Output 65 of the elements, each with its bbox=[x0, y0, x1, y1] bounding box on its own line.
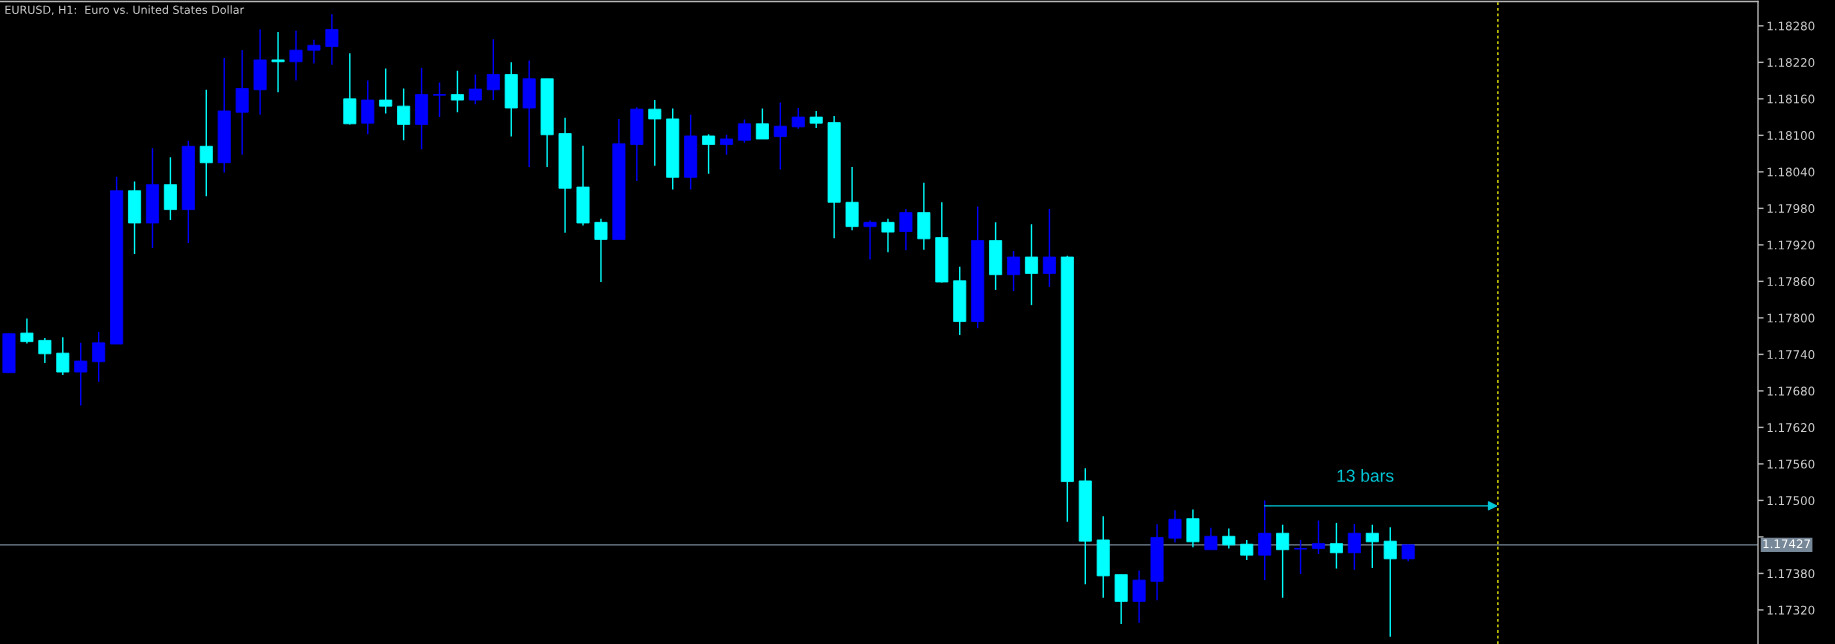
candlestick bbox=[92, 331, 106, 383]
y-tick-label: 1.18280 bbox=[1767, 21, 1815, 31]
candlestick bbox=[325, 13, 339, 66]
candlestick bbox=[1276, 524, 1290, 599]
y-tick-label: 1.18100 bbox=[1767, 131, 1815, 141]
candlestick bbox=[450, 70, 464, 113]
candlestick bbox=[881, 218, 895, 253]
candlestick bbox=[1024, 223, 1038, 306]
y-tick-label: 1.17860 bbox=[1767, 277, 1815, 287]
y-tick-label: 1.17680 bbox=[1767, 386, 1815, 396]
candlestick bbox=[1294, 539, 1308, 575]
y-tick-label: 1.17980 bbox=[1767, 204, 1815, 214]
candlestick bbox=[899, 208, 913, 252]
candlestick bbox=[397, 87, 411, 141]
candlestick bbox=[1222, 527, 1236, 550]
y-tick-label: 1.17920 bbox=[1767, 240, 1815, 250]
y-tick-label: 1.17380 bbox=[1767, 569, 1815, 579]
candlestick bbox=[307, 39, 321, 65]
candlestick bbox=[1258, 499, 1272, 581]
candlestick bbox=[1347, 523, 1361, 571]
candlestick bbox=[38, 337, 52, 364]
candlestick bbox=[594, 218, 608, 283]
ref-line-label: 1.17427 bbox=[1763, 539, 1810, 549]
y-tick-label: 1.18220 bbox=[1767, 58, 1815, 67]
candlestick bbox=[1311, 519, 1326, 555]
candlestick bbox=[271, 31, 285, 93]
y-tick-label: 1.18040 bbox=[1767, 167, 1815, 177]
y-tick-label: 1.17740 bbox=[1767, 350, 1815, 360]
candlestick bbox=[361, 79, 375, 135]
candlestick bbox=[56, 336, 70, 376]
y-tick-label: 1.17560 bbox=[1767, 459, 1815, 469]
y-tick-label: 1.17320 bbox=[1767, 605, 1815, 615]
candlestick bbox=[486, 38, 500, 101]
candlestick bbox=[1329, 522, 1343, 570]
candlestick bbox=[74, 342, 88, 407]
candlestick bbox=[1042, 208, 1056, 288]
candlestick bbox=[755, 107, 769, 140]
y-tick-label: 1.18160 bbox=[1767, 94, 1815, 104]
y-tick-label: 1.17500 bbox=[1767, 496, 1815, 506]
candlestick bbox=[199, 89, 213, 197]
candlestick bbox=[1186, 508, 1200, 548]
candlestick bbox=[1365, 524, 1379, 569]
candlestick bbox=[791, 107, 805, 130]
candlestick bbox=[20, 317, 34, 345]
chart-title: EURUSD, H1: Euro vs. United States Dollar bbox=[5, 5, 245, 16]
candlestick bbox=[1168, 509, 1182, 544]
y-tick-label: 1.17800 bbox=[1767, 313, 1815, 323]
candlestick bbox=[289, 30, 303, 82]
candlestick bbox=[773, 101, 787, 171]
candlestick bbox=[702, 133, 716, 175]
candlestick bbox=[1007, 250, 1021, 292]
annotation: 13 bars bbox=[1337, 469, 1394, 482]
candlestick bbox=[379, 67, 393, 115]
candlestick bbox=[235, 49, 249, 156]
candlestick bbox=[432, 81, 447, 118]
candlestick bbox=[1204, 527, 1218, 551]
y-tick-label: 1.17620 bbox=[1767, 423, 1815, 433]
candlestick bbox=[1132, 569, 1146, 624]
candlestick bbox=[863, 219, 877, 261]
candlestick bbox=[737, 118, 751, 144]
candlestick bbox=[648, 99, 662, 167]
candlestick bbox=[1240, 539, 1254, 561]
candlestick bbox=[468, 73, 482, 106]
candlestick bbox=[720, 134, 734, 156]
candlestick bbox=[1383, 526, 1397, 638]
